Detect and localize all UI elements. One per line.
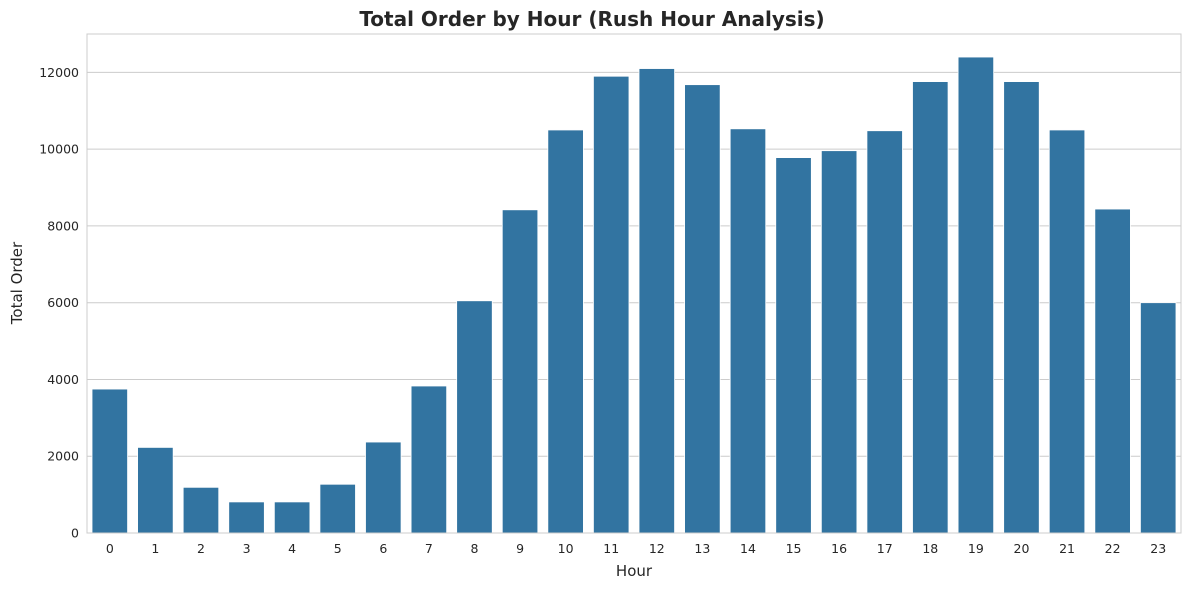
x-tick-label: 23 xyxy=(1150,541,1166,556)
x-tick-label: 22 xyxy=(1105,541,1121,556)
x-tick-label: 17 xyxy=(877,541,893,556)
bar-hour-8 xyxy=(456,300,493,534)
x-tick-label: 5 xyxy=(334,541,342,556)
x-tick-label: 3 xyxy=(243,541,251,556)
bar-hour-18 xyxy=(912,81,949,534)
x-tick-label: 7 xyxy=(425,541,433,556)
y-tick-label: 10000 xyxy=(39,142,79,157)
y-tick-label: 2000 xyxy=(47,449,79,464)
bar-hour-3 xyxy=(228,501,265,534)
bar-hour-10 xyxy=(547,129,584,534)
bar-hour-4 xyxy=(273,501,311,534)
gridlines xyxy=(87,71,1181,534)
y-tick-label: 12000 xyxy=(39,65,79,80)
bar-hour-12 xyxy=(638,68,675,534)
bar-hour-5 xyxy=(319,483,356,534)
x-tick-label: 12 xyxy=(649,541,665,556)
bar-hour-9 xyxy=(501,209,539,534)
x-tick-label: 9 xyxy=(516,541,524,556)
x-tick-label: 13 xyxy=(694,541,710,556)
x-tick-label: 16 xyxy=(831,541,847,556)
x-tick-label: 8 xyxy=(470,541,478,556)
bar-hour-17 xyxy=(866,130,903,534)
x-tick-label: 2 xyxy=(197,541,205,556)
y-tick-labels: 0 2000 4000 6000 8000 10000 12000 xyxy=(39,65,79,541)
bar-hour-19 xyxy=(957,56,995,534)
bar-hour-11 xyxy=(593,75,630,534)
x-tick-label: 19 xyxy=(968,541,984,556)
x-tick-label: 10 xyxy=(558,541,574,556)
x-tick-label: 14 xyxy=(740,541,756,556)
y-tick-label: 4000 xyxy=(47,372,79,387)
y-tick-label: 0 xyxy=(71,526,79,541)
x-tick-label: 18 xyxy=(922,541,938,556)
x-tick-labels: 0 1 2 3 4 5 6 7 8 9 10 11 12 13 14 15 16 17 18 19 20 21 22 23 xyxy=(106,541,1166,556)
bar-hour-15 xyxy=(775,157,812,534)
bar-hour-21 xyxy=(1048,129,1086,534)
x-tick-label: 11 xyxy=(603,541,619,556)
x-tick-label: 20 xyxy=(1014,541,1030,556)
bar-hour-23 xyxy=(1140,302,1177,534)
plot-area-frame xyxy=(86,33,1182,534)
x-tick-label: 1 xyxy=(151,541,159,556)
x-tick-label: 0 xyxy=(106,541,114,556)
bar-hour-6 xyxy=(365,441,402,534)
x-tick-label: 21 xyxy=(1059,541,1075,556)
bar-hour-16 xyxy=(820,150,858,534)
bar-hour-13 xyxy=(684,84,721,534)
bar-hour-0 xyxy=(91,388,128,534)
x-tick-label: 4 xyxy=(288,541,296,556)
x-axis-label: Hour xyxy=(616,562,653,580)
x-tick-label: 15 xyxy=(786,541,802,556)
bar-hour-7 xyxy=(410,385,448,534)
bar-hour-1 xyxy=(137,447,174,534)
chart-title: Total Order by Hour (Rush Hour Analysis) xyxy=(359,7,824,31)
bar-hour-22 xyxy=(1094,208,1131,534)
bar-hour-2 xyxy=(182,486,220,534)
bar-hour-14 xyxy=(729,128,767,534)
x-tick-label: 6 xyxy=(379,541,387,556)
bars xyxy=(91,56,1177,534)
bar-hour-20 xyxy=(1003,81,1040,534)
y-axis-label: Total Order xyxy=(8,241,26,325)
y-tick-label: 8000 xyxy=(47,218,79,233)
y-tick-label: 6000 xyxy=(47,295,79,310)
